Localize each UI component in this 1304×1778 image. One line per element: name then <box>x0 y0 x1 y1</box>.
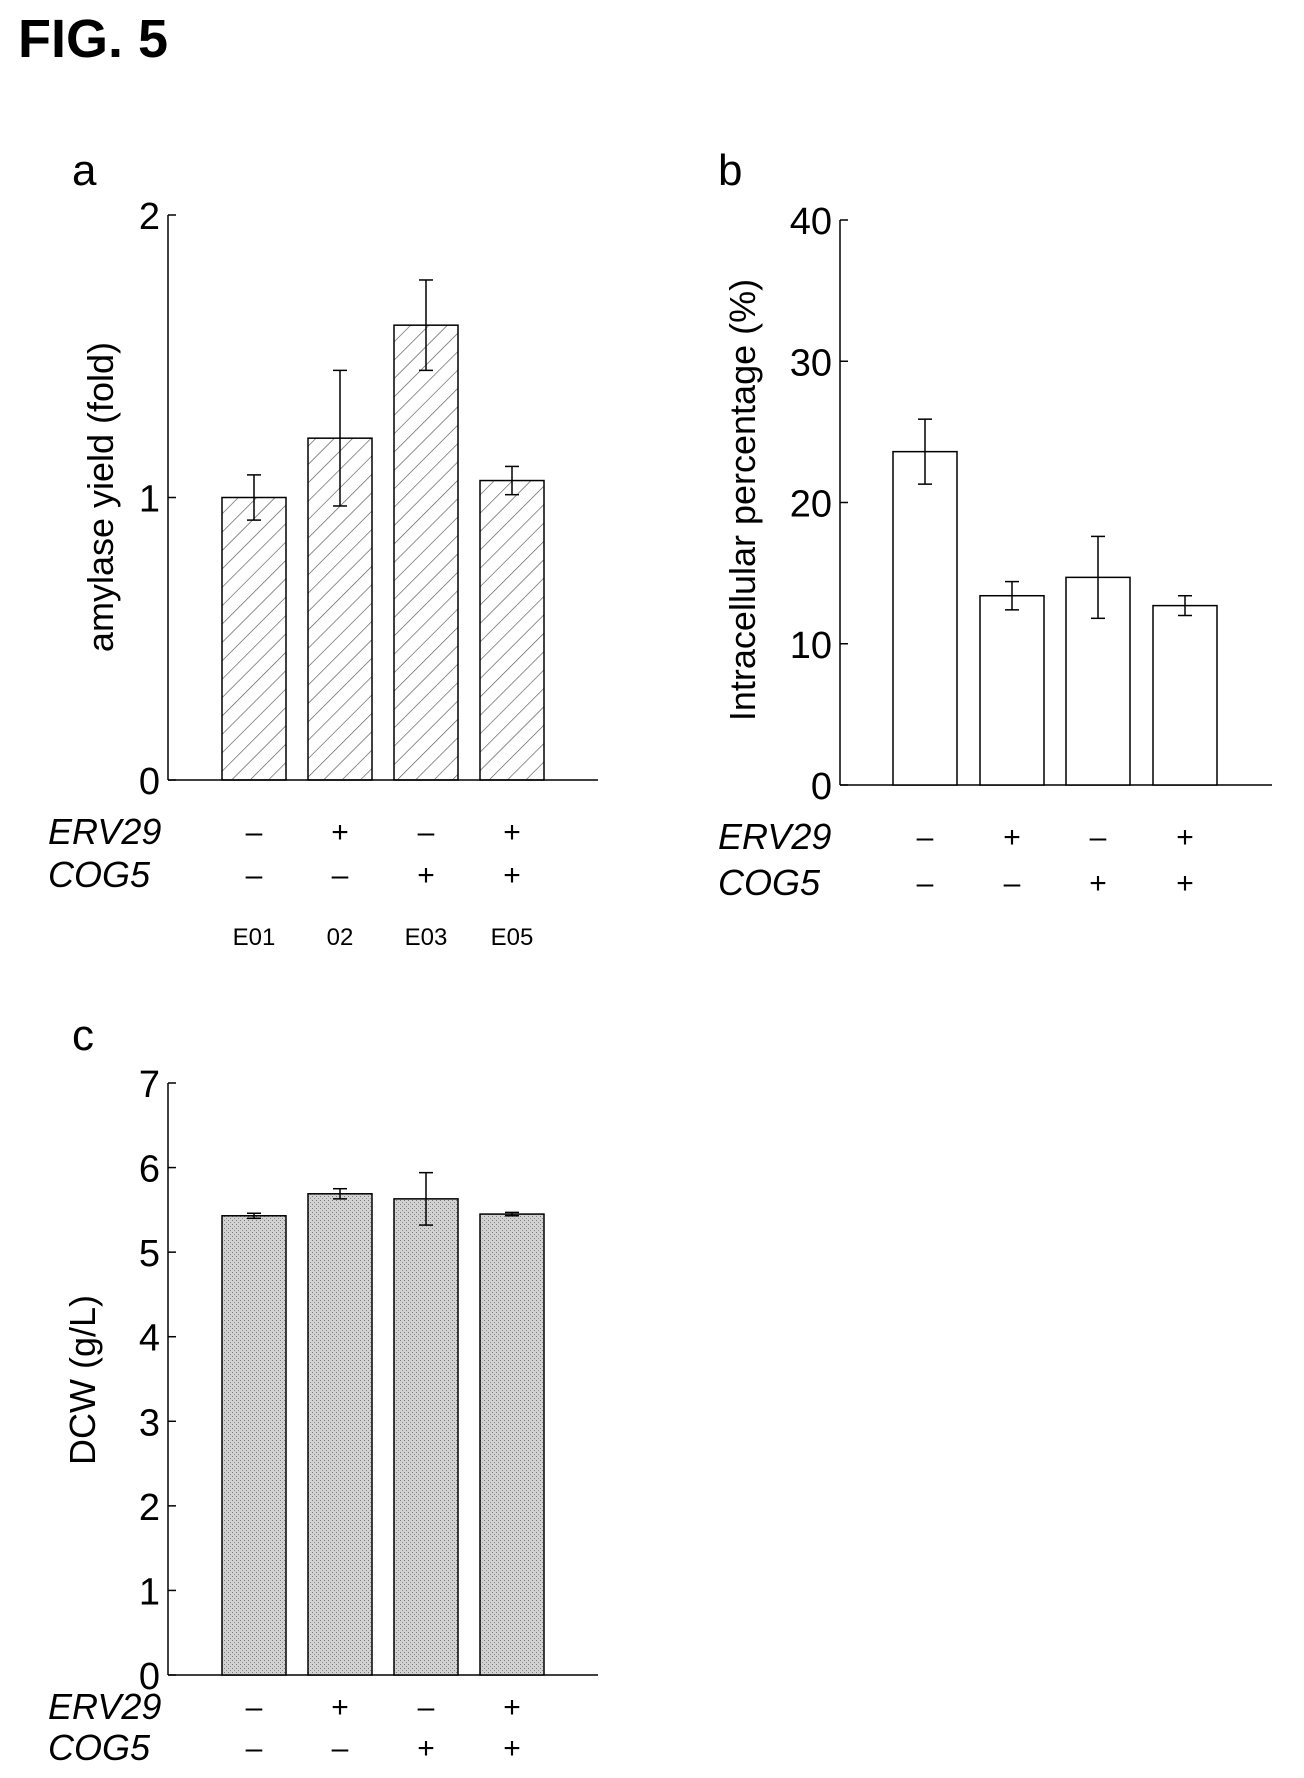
panel-a-erv29-sign: – <box>246 816 263 849</box>
panel-c-y-tick-label: 5 <box>139 1233 160 1275</box>
panel-c-bar <box>393 1198 459 1676</box>
panel-a-cog5-sign: + <box>503 859 521 892</box>
panel-c-erv29-sign: – <box>418 1691 435 1724</box>
panel-b-y-tick-label: 30 <box>790 342 832 384</box>
panel-b-erv29-row-label: ERV29 <box>718 816 831 857</box>
figure-title: FIG. 5 <box>18 9 169 69</box>
panel-b-y-axis-label: Intracellular percentage (%) <box>722 279 763 721</box>
panel-b-cog5-sign: + <box>1176 867 1194 900</box>
panel-a-bar <box>393 324 459 781</box>
panel-a-cog5-row-label: COG5 <box>48 854 151 895</box>
panel-c-y-tick-label: 6 <box>139 1149 160 1191</box>
panel-c-y-tick-label: 4 <box>139 1318 160 1360</box>
panel-c-y-tick-label: 7 <box>139 1064 160 1106</box>
panel-b-bar <box>892 450 958 786</box>
panel-c-y-tick-label: 3 <box>139 1402 160 1444</box>
panel-c-y-tick-label: 0 <box>139 1656 160 1698</box>
panel-a-strain-label: E03 <box>405 924 448 951</box>
panel-c-cog5-sign: + <box>417 1732 435 1765</box>
panel-b-cog5-sign: – <box>1004 867 1021 900</box>
panel-c-chart: c 0 1 2 3 4 5 6 7 DCW (g/L) ERV29 – + – + COG5 – – + + <box>48 1011 598 1768</box>
panel-c-letter: c <box>72 1011 94 1060</box>
panel-a-chart: a 0 1 2 amylase yield (fold) ERV29 – + – + COG5 – – +… <box>48 146 598 951</box>
panel-b-chart: b 0 10 20 30 40 Intracellular percentage (%) ER… <box>718 146 1272 903</box>
panel-a-letter: a <box>72 146 97 195</box>
panel-a-y-tick-label: 0 <box>139 761 160 803</box>
panel-b-cog5-sign: – <box>917 867 934 900</box>
panel-c-y-axis-label: DCW (g/L) <box>62 1295 103 1465</box>
panel-c-cog5-row-label: COG5 <box>48 1727 151 1768</box>
panel-c-erv29-row-label: ERV29 <box>48 1686 161 1727</box>
panel-c-erv29-sign: – <box>246 1691 263 1724</box>
panel-a-strain-label: E05 <box>491 924 534 951</box>
panel-a-cog5-sign: – <box>246 859 263 892</box>
panel-a-y-axis-label: amylase yield (fold) <box>80 342 121 652</box>
panel-c-erv29-sign: + <box>331 1691 349 1724</box>
panel-b-bar <box>1065 576 1131 786</box>
panel-c-cog5-sign: – <box>332 1732 349 1765</box>
panel-c-bar <box>479 1213 545 1676</box>
panel-b-bar <box>979 594 1045 786</box>
panel-a-erv29-sign: + <box>331 816 349 849</box>
panel-c-y-tick-label: 1 <box>139 1571 160 1613</box>
panel-a-erv29-row-label: ERV29 <box>48 811 161 852</box>
panel-a-y-tick-label: 2 <box>139 196 160 238</box>
panel-b-erv29-sign: + <box>1003 821 1021 854</box>
panel-b-erv29-sign: – <box>1090 821 1107 854</box>
panel-b-bar <box>1152 604 1218 786</box>
panel-b-y-tick-label: 40 <box>790 201 832 243</box>
panel-b-letter: b <box>718 146 742 195</box>
panel-c-erv29-sign: + <box>503 1691 521 1724</box>
panel-a-erv29-sign: – <box>418 816 435 849</box>
panel-c-bar <box>307 1193 373 1676</box>
panel-a-bar <box>221 496 287 781</box>
panel-a-strain-label: 02 <box>327 924 354 951</box>
panel-c-cog5-sign: – <box>246 1732 263 1765</box>
panel-b-erv29-sign: + <box>1176 821 1194 854</box>
panel-b-cog5-row-label: COG5 <box>718 862 821 903</box>
panel-b-y-tick-label: 10 <box>790 625 832 667</box>
panel-c-y-tick-label: 2 <box>139 1487 160 1529</box>
panel-a-cog5-sign: – <box>332 859 349 892</box>
panel-b-y-tick-label: 0 <box>811 766 832 808</box>
panel-a-erv29-sign: + <box>503 816 521 849</box>
panel-c-bar <box>221 1215 287 1676</box>
panel-a-cog5-sign: + <box>417 859 435 892</box>
panel-b-y-tick-label: 20 <box>790 484 832 526</box>
panel-a-bar <box>479 479 545 781</box>
panel-b-cog5-sign: + <box>1089 867 1107 900</box>
panel-b-erv29-sign: – <box>917 821 934 854</box>
panel-a-strain-label: E01 <box>233 924 276 951</box>
panel-c-cog5-sign: + <box>503 1732 521 1765</box>
panel-a-y-tick-label: 1 <box>139 479 160 521</box>
